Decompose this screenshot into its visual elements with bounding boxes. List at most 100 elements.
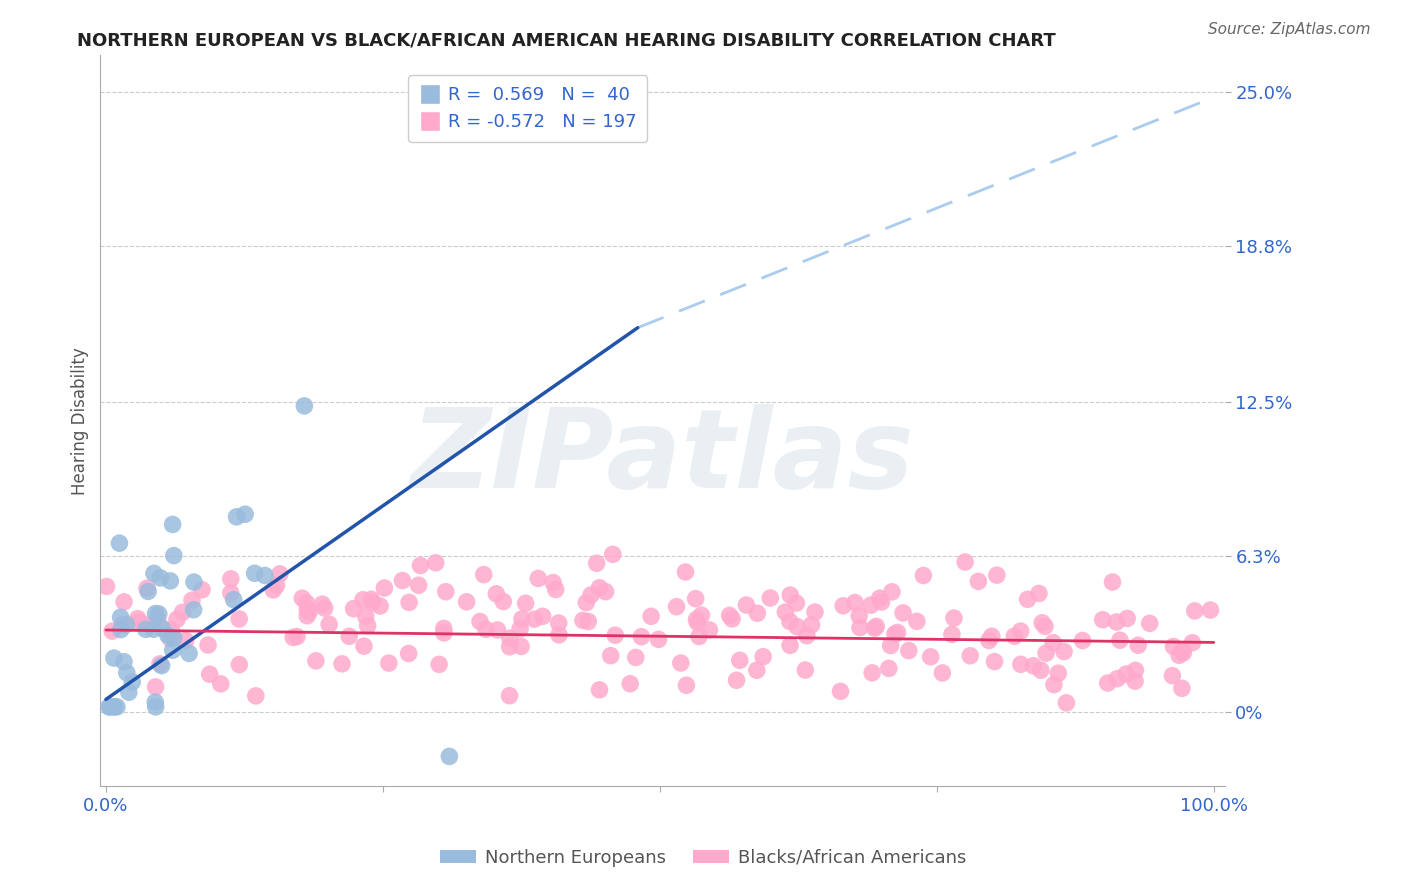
Point: [1161, 668, 1184, 682]
Point: [181, 593, 204, 607]
Point: [111, 617, 134, 632]
Point: [110, 610, 132, 624]
Point: [129, 615, 152, 630]
Point: [96, 579, 118, 593]
Point: [510, 612, 533, 626]
Point: [510, 640, 533, 654]
Point: [156, 628, 179, 642]
Point: [360, 592, 382, 607]
Point: [398, 647, 420, 661]
Point: [433, 626, 456, 640]
Point: [752, 649, 775, 664]
Point: [103, 699, 125, 714]
Point: [1126, 638, 1149, 652]
Point: [690, 608, 713, 623]
Point: [1054, 696, 1077, 710]
Point: [253, 568, 276, 582]
Point: [1115, 667, 1137, 681]
Point: [1091, 613, 1114, 627]
Point: [759, 591, 782, 605]
Point: [967, 574, 990, 589]
Point: [159, 574, 181, 588]
Point: [98, 699, 121, 714]
Point: [142, 622, 165, 636]
Point: [576, 615, 599, 629]
Point: [145, 607, 167, 621]
Point: [877, 661, 900, 675]
Point: [685, 612, 707, 626]
Point: [197, 638, 219, 652]
Point: [891, 606, 914, 620]
Point: [297, 602, 319, 616]
Point: [499, 631, 522, 645]
Point: [605, 628, 627, 642]
Point: [160, 623, 183, 637]
Point: [475, 623, 498, 637]
Point: [1116, 611, 1139, 625]
Point: [305, 654, 328, 668]
Point: [139, 617, 162, 632]
Point: [905, 615, 928, 629]
Point: [685, 591, 707, 606]
Point: [640, 609, 662, 624]
Point: [159, 632, 181, 646]
Point: [136, 581, 159, 595]
Point: [434, 584, 457, 599]
Point: [1097, 676, 1119, 690]
Point: [1184, 604, 1206, 618]
Point: [848, 608, 870, 623]
Point: [245, 689, 267, 703]
Point: [747, 606, 769, 620]
Point: [485, 587, 508, 601]
Point: [880, 584, 903, 599]
Point: [977, 633, 1000, 648]
Point: [1022, 658, 1045, 673]
Point: [110, 623, 132, 637]
Point: [688, 630, 710, 644]
Point: [931, 665, 953, 680]
Point: [183, 575, 205, 590]
Point: [146, 612, 169, 626]
Point: [547, 615, 569, 630]
Point: [172, 605, 194, 619]
Point: [523, 612, 546, 626]
Point: [779, 615, 801, 629]
Point: [665, 599, 688, 614]
Point: [1125, 664, 1147, 678]
Point: [595, 584, 617, 599]
Point: [499, 640, 522, 654]
Point: [804, 605, 827, 619]
Point: [1033, 619, 1056, 633]
Point: [1199, 603, 1222, 617]
Point: [879, 639, 901, 653]
Text: ZIPatlas: ZIPatlas: [411, 404, 914, 511]
Point: [1071, 633, 1094, 648]
Point: [728, 653, 751, 667]
Point: [572, 614, 595, 628]
Point: [675, 565, 697, 579]
Point: [352, 592, 374, 607]
Point: [149, 571, 172, 585]
Point: [342, 601, 364, 615]
Point: [425, 556, 447, 570]
Point: [886, 625, 908, 640]
Point: [912, 568, 935, 582]
Point: [1010, 657, 1032, 672]
Point: [163, 631, 186, 645]
Point: [699, 623, 721, 637]
Point: [112, 655, 135, 669]
Point: [983, 655, 1005, 669]
Point: [409, 558, 432, 573]
Point: [986, 568, 1008, 582]
Point: [311, 597, 333, 611]
Point: [298, 605, 321, 619]
Y-axis label: Hearing Disability: Hearing Disability: [72, 347, 89, 494]
Point: [398, 595, 420, 609]
Point: [150, 658, 173, 673]
Point: [775, 605, 797, 619]
Point: [149, 657, 172, 671]
Point: [735, 598, 758, 612]
Point: [1163, 640, 1185, 654]
Point: [233, 508, 256, 522]
Point: [330, 657, 353, 671]
